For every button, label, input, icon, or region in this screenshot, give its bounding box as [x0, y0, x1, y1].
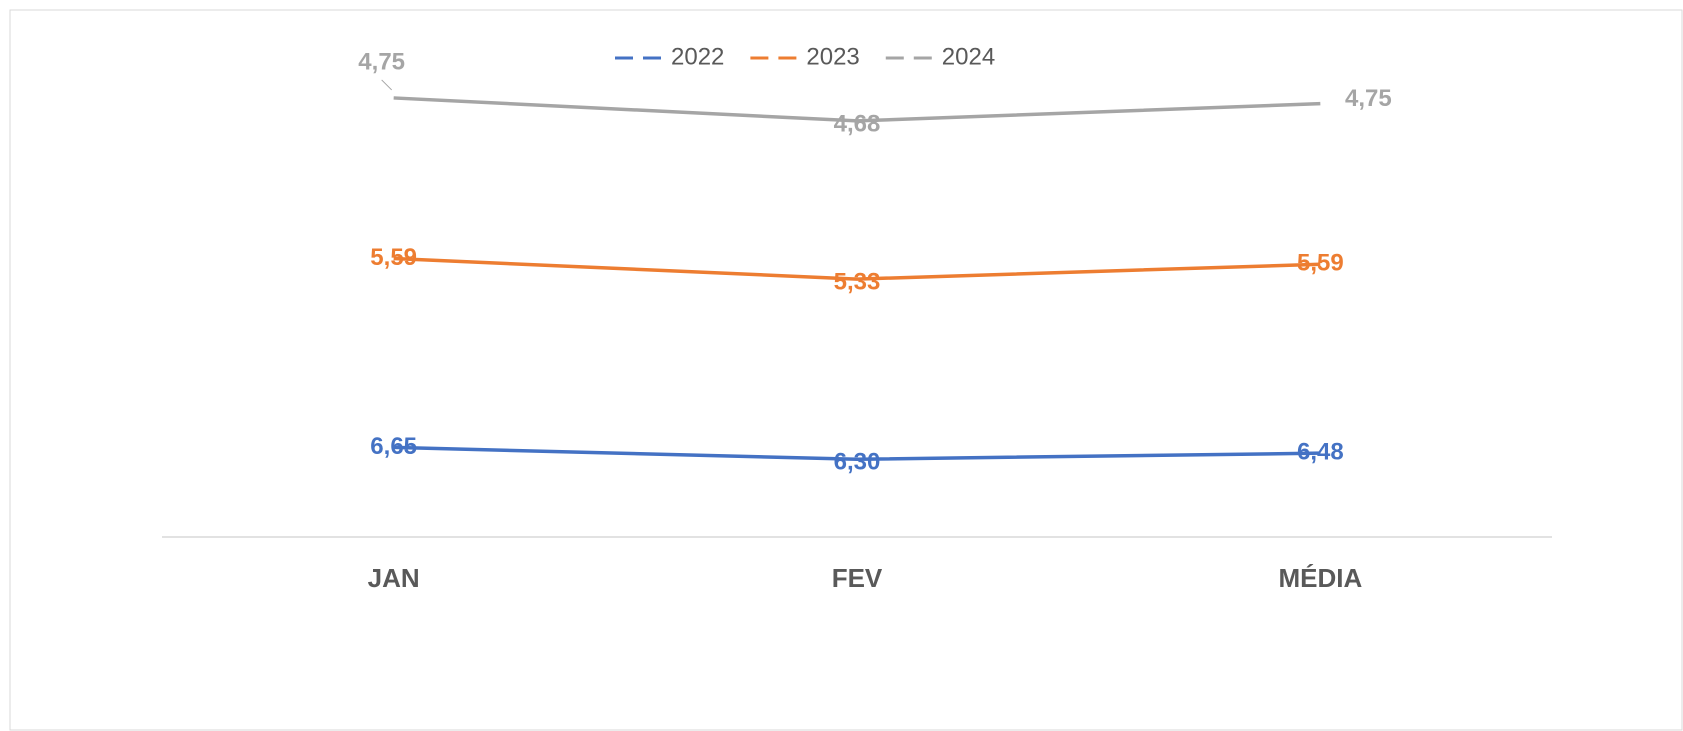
legend-label: 2024 — [942, 43, 995, 70]
data-label: 5,33 — [834, 268, 881, 295]
data-label: 6,48 — [1297, 439, 1344, 466]
data-label: 4,75 — [1345, 85, 1392, 112]
data-label: 5,59 — [370, 244, 417, 271]
data-label: 6,30 — [834, 449, 881, 476]
data-label: 5,59 — [1297, 250, 1344, 277]
x-tick-label: FEV — [832, 563, 883, 593]
leader-line — [381, 79, 393, 91]
legend-label: 2022 — [671, 43, 724, 70]
line-series — [393, 445, 1321, 462]
data-label: 6,65 — [370, 433, 417, 460]
x-tick-label: MÉDIA — [1278, 563, 1362, 593]
data-label: 4,75 — [358, 48, 405, 75]
line-series — [393, 256, 1321, 281]
legend-label: 2023 — [806, 43, 859, 70]
line-series — [393, 96, 1321, 123]
data-label: 4,68 — [834, 110, 881, 137]
x-tick-label: JAN — [368, 563, 420, 593]
chart-border — [9, 9, 1683, 731]
